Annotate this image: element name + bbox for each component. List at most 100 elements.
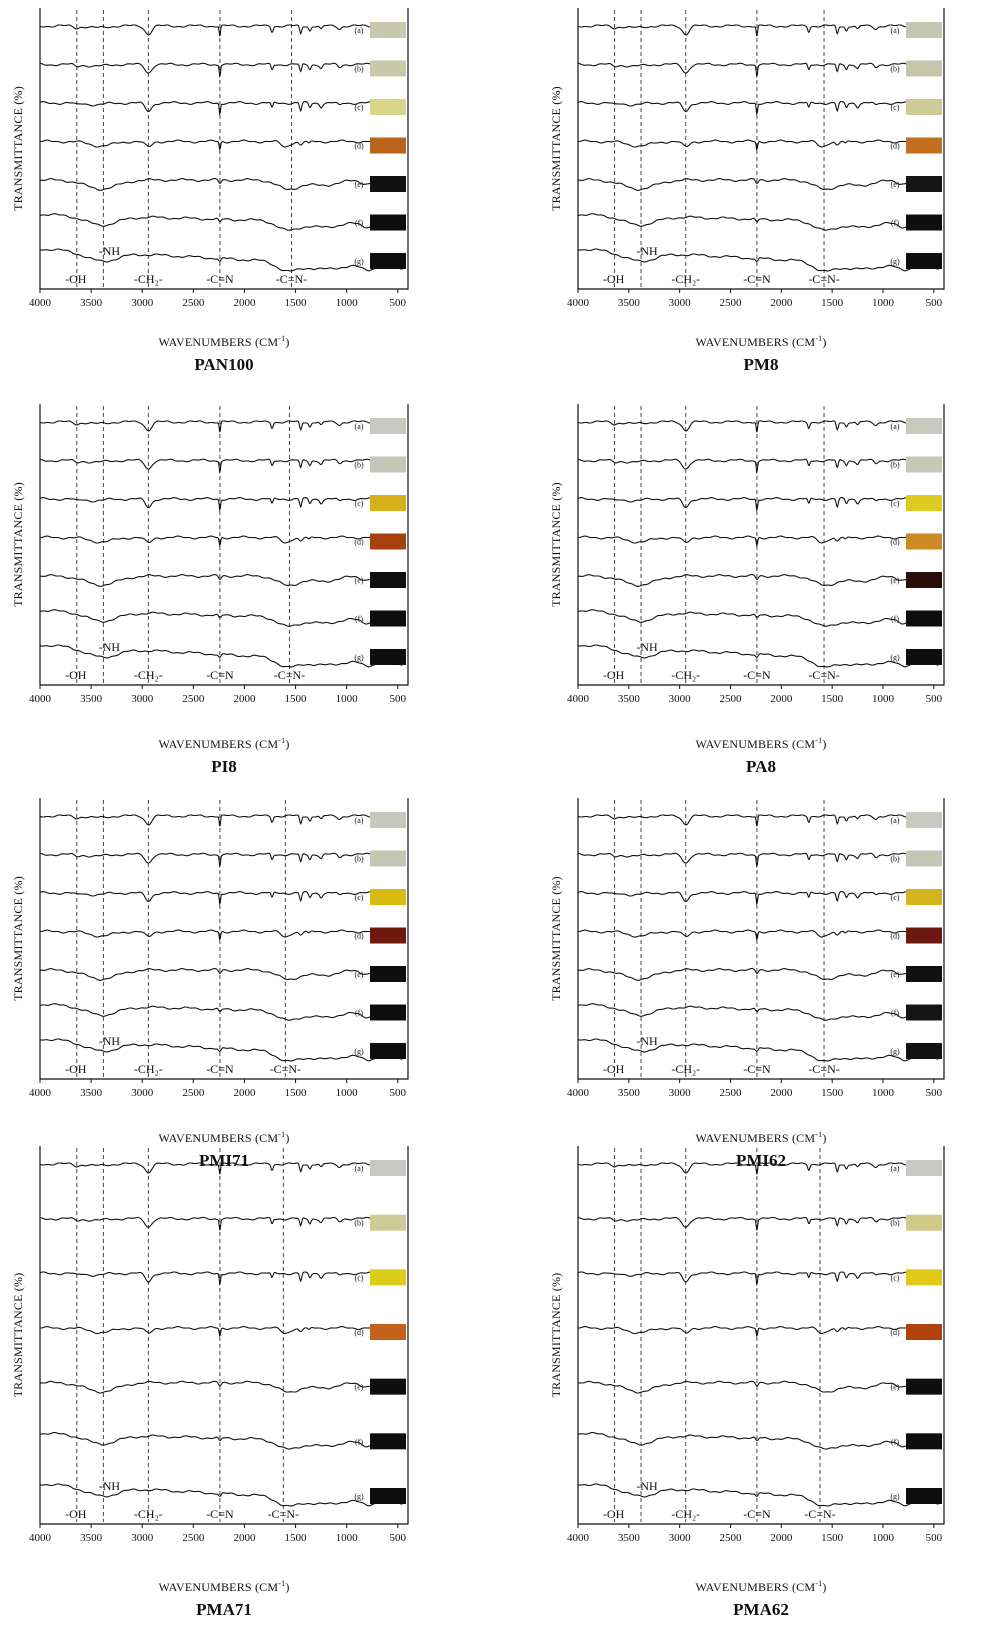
spectrum-f — [39, 213, 403, 231]
panel-title: PMA62 — [733, 1600, 789, 1619]
x-tick-label: 3000 — [669, 1532, 692, 1544]
peak-annotation: -C≡N — [206, 668, 234, 682]
series-label: (b) — [354, 1219, 364, 1228]
x-tick-label: 1500 — [285, 1087, 308, 1099]
x-tick-label: 2000 — [233, 297, 256, 309]
spectrum-a — [39, 814, 403, 827]
sample-swatch — [370, 1433, 406, 1450]
spectrum-panel-pmi71: 4000 3500 3000 2500 2000 1500 1000 500 (a) (b) (c)… — [11, 798, 409, 1170]
sample-swatch — [906, 1324, 942, 1340]
sample-swatch — [906, 1160, 942, 1176]
peak-annotation: -NH — [636, 640, 658, 654]
sample-swatch — [906, 137, 942, 154]
panel-title: PMI62 — [736, 1151, 786, 1170]
series-label: (f) — [355, 1009, 363, 1018]
series-label: (c) — [891, 499, 900, 508]
x-tick-label: 3500 — [618, 1532, 641, 1544]
sample-swatch — [370, 812, 406, 828]
peak-annotation: -CH₂- — [134, 272, 163, 286]
peak-annotation: -C=N- — [804, 1507, 835, 1521]
sample-swatch — [370, 214, 406, 231]
x-tick-label: 2000 — [770, 297, 793, 309]
spectrum-d — [578, 929, 939, 941]
x-tick-label: 3000 — [131, 1532, 154, 1544]
spectrum-b — [578, 1216, 939, 1231]
spectrum-panel-pa8: 4000 3500 3000 2500 2000 1500 1000 500 (a) (b) (c)… — [549, 404, 945, 776]
series-label: (g) — [890, 653, 900, 662]
spectrum-d — [578, 1326, 939, 1338]
x-tick-label: 2000 — [770, 693, 793, 705]
series-label: (b) — [890, 65, 900, 74]
x-tick-label: 3000 — [669, 1087, 692, 1099]
spectrum-a — [39, 1162, 403, 1175]
sample-swatch — [906, 610, 942, 627]
peak-annotation: -C=N- — [808, 668, 839, 682]
x-tick-label: 1000 — [872, 1087, 895, 1099]
x-tick-label: 1500 — [821, 297, 844, 309]
spectrum-c — [39, 497, 403, 512]
spectrum-a — [577, 1162, 939, 1175]
sample-swatch — [370, 99, 406, 115]
spectrum-f — [577, 1003, 939, 1021]
spectrum-a — [39, 24, 403, 37]
series-label: (c) — [355, 893, 364, 902]
series-label: (e) — [355, 576, 364, 585]
spectrum-c — [39, 1271, 403, 1287]
spectrum-g — [577, 1038, 939, 1062]
panel-title: PAN100 — [194, 355, 253, 374]
peak-annotation: -C=N- — [274, 668, 305, 682]
sample-swatch — [370, 927, 406, 944]
x-tick-label: 2000 — [233, 1532, 256, 1544]
spectrum-f — [577, 213, 939, 231]
peak-annotation: -CH₂- — [134, 1062, 163, 1076]
spectrum-d — [40, 1326, 403, 1338]
series-label: (f) — [891, 615, 899, 624]
spectrum-panel-pi8: 4000 3500 3000 2500 2000 1500 1000 500 (a) (b) (c)… — [11, 404, 409, 776]
sample-swatch — [906, 1214, 942, 1231]
peak-annotation: -C=N- — [808, 1062, 839, 1076]
peak-annotation: -NH — [99, 640, 121, 654]
sample-swatch — [906, 1269, 942, 1286]
peak-annotation: -C≡N — [206, 1062, 234, 1076]
spectrum-a — [577, 24, 939, 37]
sample-swatch — [370, 60, 406, 77]
y-axis-title: TRANSMITTANCE (%) — [549, 876, 563, 1001]
x-tick-label: 3000 — [669, 297, 692, 309]
series-label: (a) — [891, 1164, 900, 1173]
plot-frame — [39, 1146, 409, 1525]
spectrum-f — [39, 1003, 403, 1021]
x-tick-label: 2500 — [182, 693, 205, 705]
peak-annotation: -OH — [65, 272, 87, 286]
x-tick-label: 3500 — [80, 693, 103, 705]
sample-swatch — [906, 649, 942, 665]
x-tick-label: 1000 — [872, 693, 895, 705]
series-label: (f) — [355, 615, 363, 624]
sample-swatch — [370, 1378, 406, 1395]
x-tick-label: 1000 — [336, 1087, 359, 1099]
sample-swatch — [906, 850, 942, 867]
peak-annotation: -C=N- — [276, 272, 307, 286]
spectrum-e — [578, 968, 939, 981]
series-label: (c) — [891, 893, 900, 902]
sample-swatch — [906, 176, 942, 192]
series-label: (d) — [890, 142, 900, 151]
x-tick-label: 2500 — [182, 297, 205, 309]
x-tick-label: 1500 — [821, 1087, 844, 1099]
spectrum-panel-pmi62: 4000 3500 3000 2500 2000 1500 1000 500 (a) (b) (c)… — [549, 798, 945, 1170]
sample-swatch — [370, 253, 406, 269]
peak-annotation: -C≡N — [743, 1062, 771, 1076]
x-tick-label: 4000 — [567, 297, 590, 309]
peak-annotation: -C≡N — [206, 272, 234, 286]
sample-swatch — [906, 1433, 942, 1450]
sample-swatch — [906, 572, 942, 588]
spectrum-panel-pma71: 4000 3500 3000 2500 2000 1500 1000 500 (a) (b) (c)… — [11, 1146, 409, 1619]
peak-annotation: -NH — [636, 1479, 658, 1493]
x-tick-label: 2500 — [182, 1532, 205, 1544]
sample-swatch — [906, 418, 942, 434]
x-tick-label: 4000 — [567, 1087, 590, 1099]
spectrum-d — [578, 139, 939, 151]
series-label: (b) — [890, 855, 900, 864]
series-label: (f) — [891, 1009, 899, 1018]
peak-annotation: -OH — [65, 668, 87, 682]
x-tick-label: 4000 — [29, 1087, 52, 1099]
